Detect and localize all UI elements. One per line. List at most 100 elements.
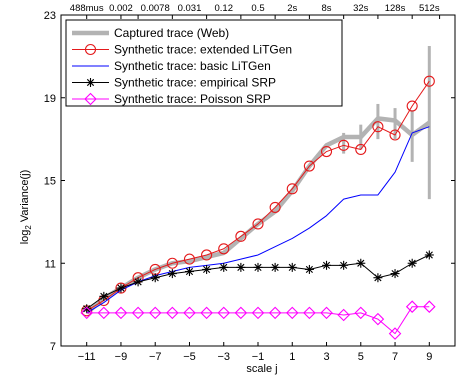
legend-marker xyxy=(84,43,97,56)
plot-area xyxy=(80,46,436,340)
data-point-stroke xyxy=(185,267,194,276)
legend-entry: Synthetic trace: extended LiTGen xyxy=(72,43,292,57)
legend-label: Synthetic trace: empirical SRP xyxy=(114,76,276,90)
data-point xyxy=(131,306,145,320)
data-point xyxy=(219,262,229,272)
data-point xyxy=(337,308,350,322)
data-point-stroke xyxy=(117,284,125,292)
x-tick-label: −9 xyxy=(115,351,128,363)
data-point xyxy=(423,75,435,87)
data-point xyxy=(184,267,194,277)
data-point xyxy=(354,306,368,320)
y-tick-label: 7 xyxy=(50,341,56,353)
data-point xyxy=(285,306,299,320)
data-point xyxy=(97,306,111,320)
legend-label: Synthetic trace: basic LiTGen xyxy=(114,59,271,73)
x-tick-label: −11 xyxy=(78,351,96,363)
legend-label: Synthetic trace: Poisson SRP xyxy=(114,92,271,106)
data-point-stroke xyxy=(425,251,433,259)
series-2 xyxy=(86,126,430,314)
legend-entry: Synthetic trace: Poisson SRP xyxy=(72,92,271,106)
data-point-stroke xyxy=(254,263,262,271)
data-point xyxy=(406,100,418,112)
data-point-stroke xyxy=(134,278,142,286)
data-point xyxy=(339,260,349,270)
x-tick-label: 3 xyxy=(323,351,329,363)
top-tick-label: 488mus xyxy=(70,3,104,14)
data-point-stroke xyxy=(322,261,331,269)
data-point xyxy=(82,304,92,314)
data-point xyxy=(217,306,231,320)
data-point xyxy=(183,253,196,265)
top-tick-label: 0.031 xyxy=(178,3,202,14)
top-tick-label: 0.0078 xyxy=(141,3,170,14)
data-point xyxy=(390,269,400,279)
data-point xyxy=(304,264,314,274)
y-tick-label: 11 xyxy=(45,258,56,270)
data-point-stroke xyxy=(271,263,279,271)
data-point xyxy=(423,300,436,313)
data-point xyxy=(235,230,247,242)
data-point-stroke xyxy=(340,261,348,269)
data-point xyxy=(167,269,177,279)
x-tick-label: −3 xyxy=(217,351,230,363)
data-point xyxy=(116,283,126,293)
data-point xyxy=(303,160,315,172)
data-point xyxy=(200,306,213,320)
data-point xyxy=(405,300,419,313)
top-tick-label: 2s xyxy=(287,3,297,14)
legend-marker xyxy=(86,78,95,87)
data-point-stroke xyxy=(168,270,176,278)
data-point xyxy=(253,262,263,272)
data-point xyxy=(202,264,212,274)
data-point xyxy=(166,306,179,320)
y-axis-label-log: log xyxy=(19,230,31,245)
data-point-stroke xyxy=(357,259,365,267)
data-point xyxy=(80,306,93,320)
legend-entry: Captured trace (Web) xyxy=(72,26,229,40)
data-point-stroke xyxy=(408,259,416,267)
legend-marker xyxy=(84,92,97,106)
data-point xyxy=(356,258,366,268)
legend-label: Synthetic trace: extended LiTGen xyxy=(114,43,292,57)
top-tick-label: 512s xyxy=(419,3,440,14)
x-axis-label: scale j xyxy=(246,363,277,375)
y-axis-label-text: Variance(j) xyxy=(19,170,31,225)
data-point-stroke xyxy=(151,274,159,282)
top-tick-label: 0.12 xyxy=(214,3,233,14)
legend-marker-stroke xyxy=(86,78,95,87)
y-axis-label-subscript: 2 xyxy=(24,225,33,230)
data-point xyxy=(322,260,332,270)
data-point xyxy=(320,145,333,158)
y-tick-label: 19 xyxy=(44,93,56,105)
data-point xyxy=(218,243,230,255)
data-point-stroke xyxy=(391,270,399,278)
x-tick-label: 7 xyxy=(392,351,398,363)
data-point xyxy=(166,257,178,269)
legend-entry: Synthetic trace: basic LiTGen xyxy=(72,59,271,73)
data-point-stroke xyxy=(288,263,296,271)
series-3 xyxy=(82,250,434,314)
x-tick-label: −5 xyxy=(183,351,196,363)
legend-entry: Synthetic trace: empirical SRP xyxy=(72,76,276,90)
data-point xyxy=(183,306,196,320)
data-point xyxy=(114,306,128,320)
data-point xyxy=(372,121,384,133)
data-point xyxy=(99,291,109,301)
x-tick-label: 5 xyxy=(358,351,364,363)
data-point xyxy=(388,327,402,340)
top-tick-label: 0.5 xyxy=(251,3,264,14)
x-tick-label: 9 xyxy=(426,351,432,363)
data-point-stroke xyxy=(374,274,382,282)
data-point-stroke xyxy=(220,263,228,271)
data-point-stroke xyxy=(83,305,91,313)
data-point xyxy=(389,129,401,141)
data-point xyxy=(355,143,367,156)
data-point xyxy=(371,312,385,326)
legend: Captured trace (Web) Synthetic trace: ext… xyxy=(65,19,343,107)
legend-label: Captured trace (Web) xyxy=(114,26,229,40)
series-line xyxy=(86,80,430,312)
data-point xyxy=(407,258,417,268)
top-tick-label: 0.002 xyxy=(109,3,133,14)
